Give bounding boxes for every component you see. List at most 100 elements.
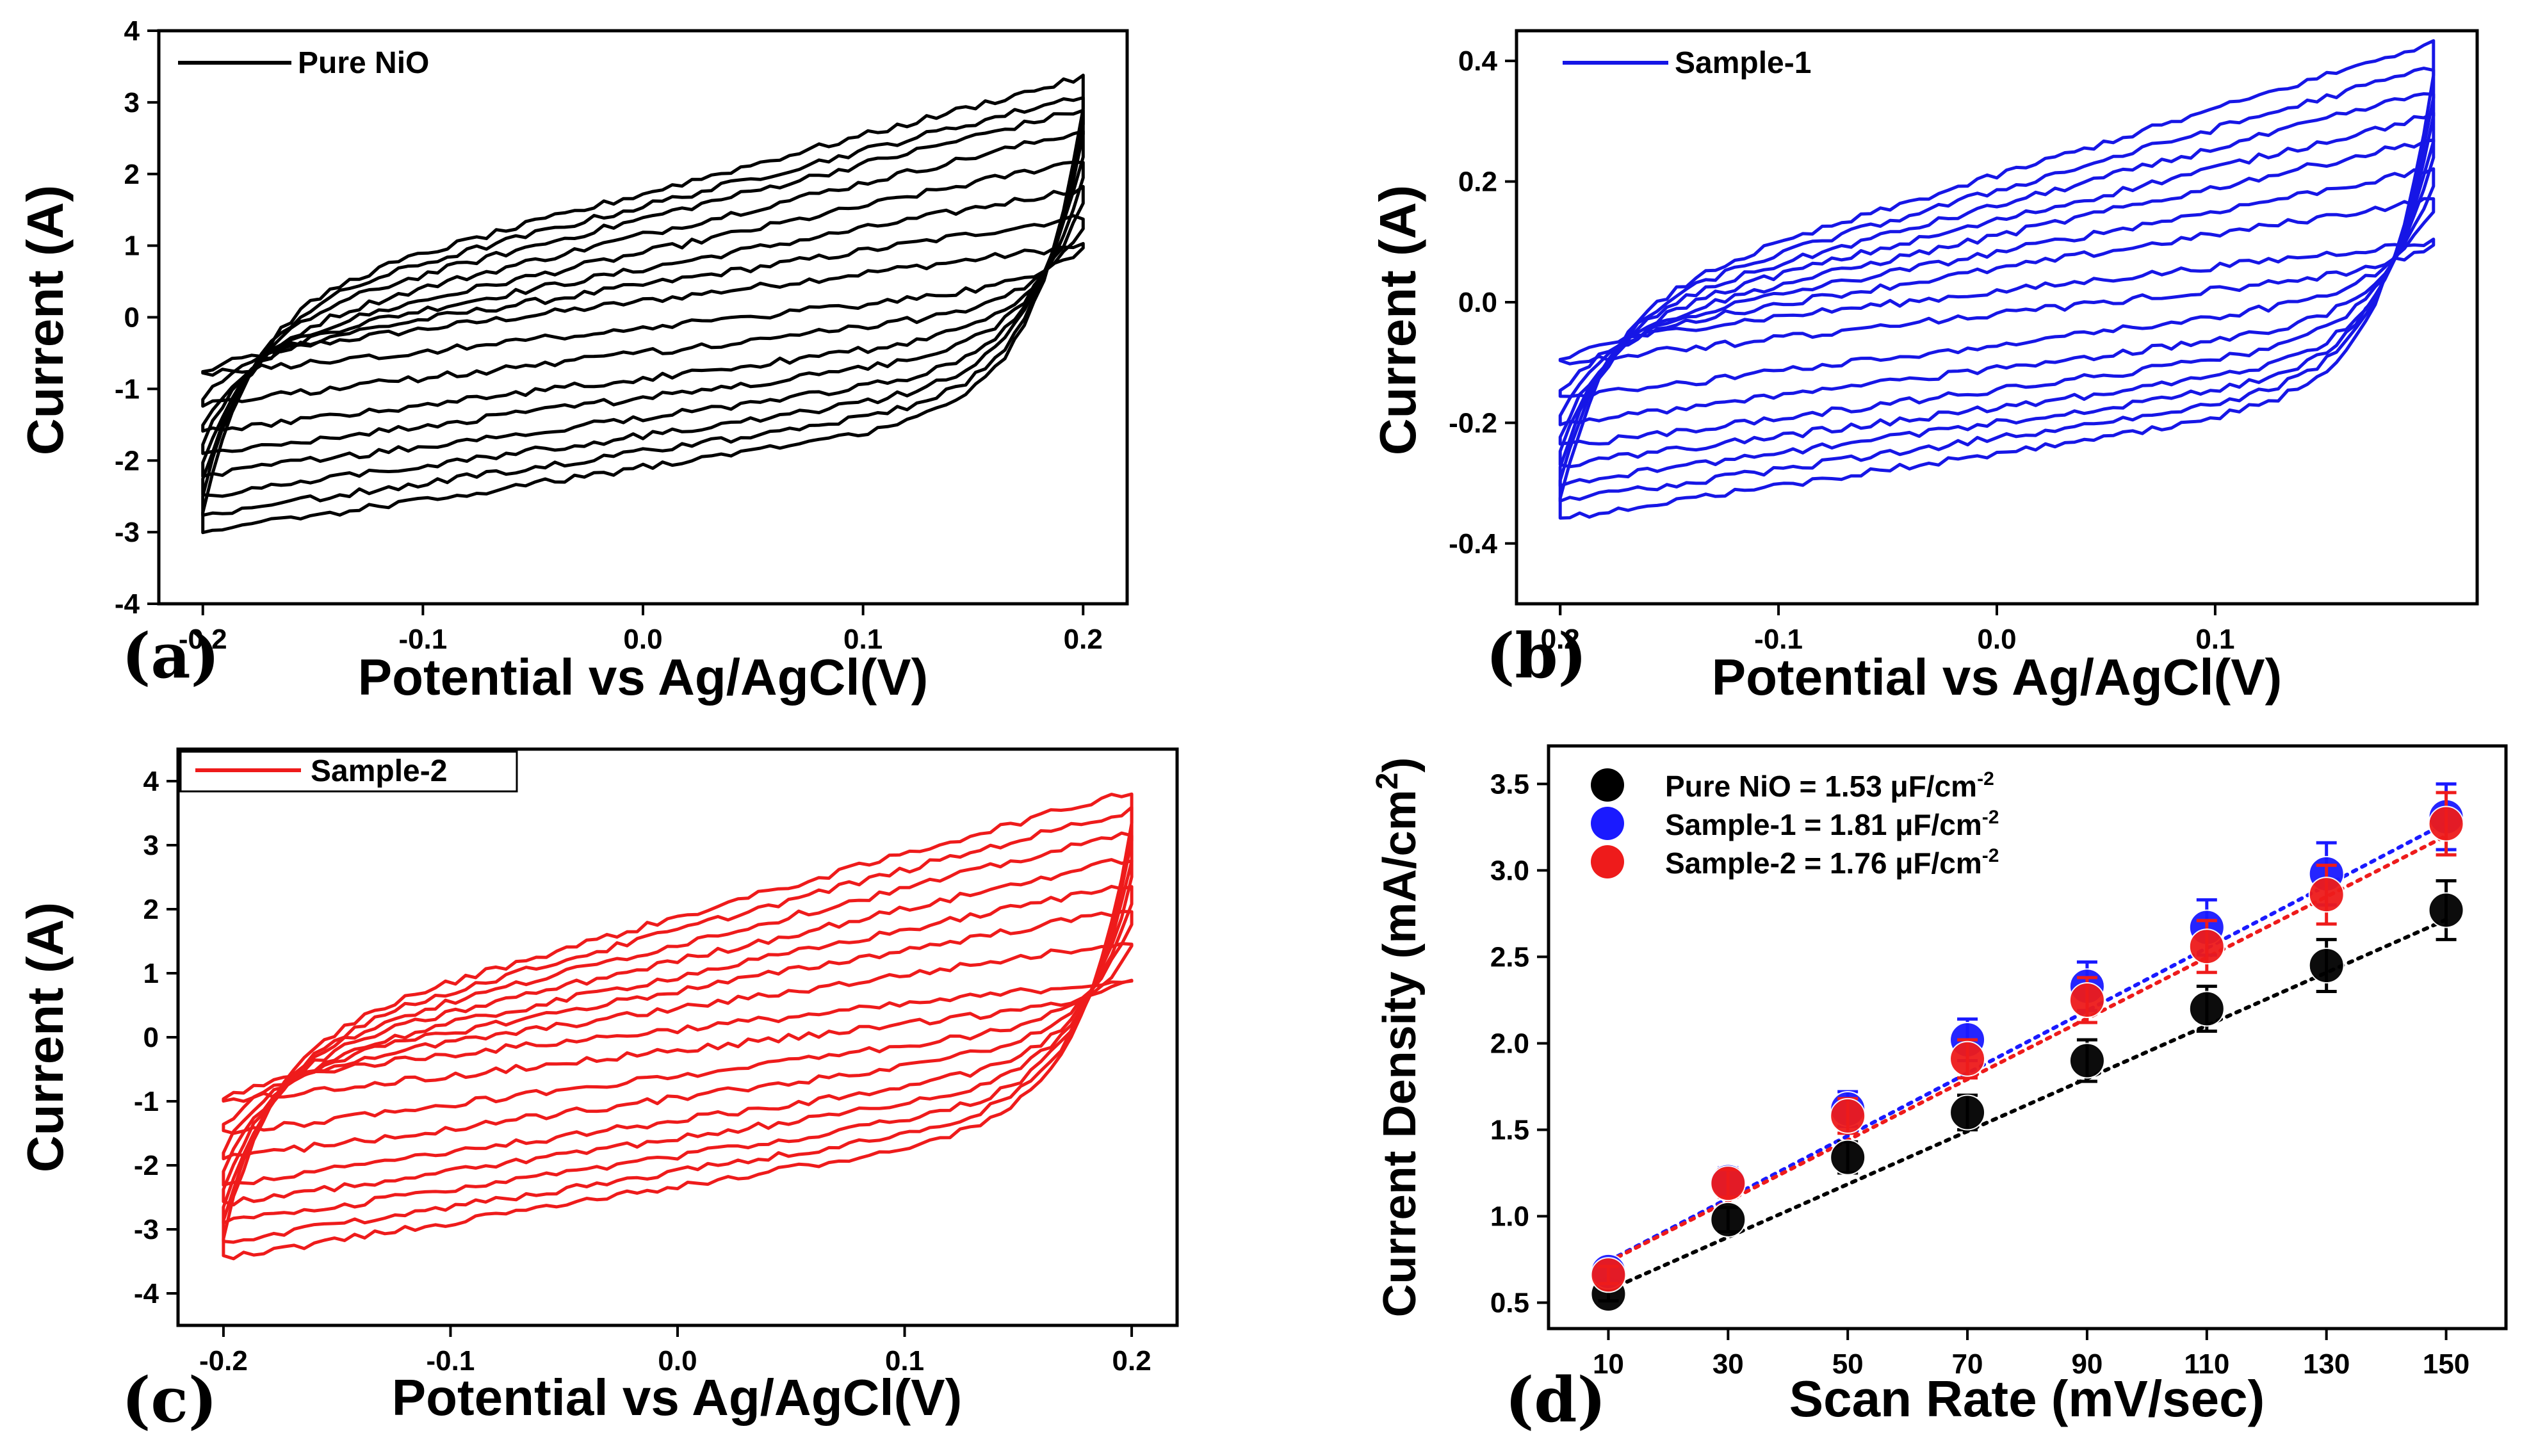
cv-loop-a-6 xyxy=(201,96,1085,517)
legend-marker-d-0 xyxy=(1591,768,1624,802)
x-tick-label-d-1: 30 xyxy=(1712,1348,1744,1380)
y-tick-label-d-1: 1.0 xyxy=(1490,1201,1529,1232)
cv-loop-c-4 xyxy=(222,858,1134,1207)
legend-text-d-1: Sample-1 = 1.81 μF/cm xyxy=(1665,808,1982,841)
y-tick-label-d-5: 3.0 xyxy=(1490,855,1529,886)
y-tick-label-b-2: 0.0 xyxy=(1458,287,1497,318)
y-tick-label-c-8: 4 xyxy=(143,766,159,797)
legend-text-d-2: Sample-2 = 1.76 μF/cm xyxy=(1665,846,1982,880)
y-tick-label-a-3: -1 xyxy=(115,373,140,405)
y-tick-label-b-4: 0.4 xyxy=(1458,45,1498,77)
x-tick-label-b-0: 0.2 xyxy=(1541,624,1580,655)
y-axis-title-d-main: Current Density (mA/cm xyxy=(1374,789,1426,1317)
y-tick-label-a-2: -2 xyxy=(115,445,140,476)
cv-loop-b-0 xyxy=(1558,238,2436,366)
point-d-0-5 xyxy=(2188,991,2225,1027)
cv-loop-a-5 xyxy=(201,108,1085,498)
cv-loop-b-3 xyxy=(1558,138,2436,446)
panel-letter-a: (a) xyxy=(122,620,220,692)
y-axis-title-b: Current (A) xyxy=(1369,185,1426,455)
legend-text-d-0: Pure NiO = 1.53 μF/cm xyxy=(1665,770,1977,803)
point-d-2-6 xyxy=(2308,877,2345,913)
legend-label-d-2: Sample-2 = 1.76 μF/cm-2 xyxy=(1665,845,1999,880)
point-d-0-7 xyxy=(2428,892,2464,928)
legend-label-a: Pure NiO xyxy=(298,46,429,80)
cv-loop-b-5 xyxy=(1558,92,2436,488)
cv-loop-a-2 xyxy=(201,184,1085,433)
legend-sup-d-0: -2 xyxy=(1977,768,1994,789)
y-tick-label-b-3: 0.2 xyxy=(1458,166,1497,198)
cv-curves-b xyxy=(1558,39,2436,520)
y-axis-title-d: Current Density (mA/cm2) xyxy=(1371,757,1426,1318)
fit-line-d-2 xyxy=(1606,834,2448,1264)
point-d-2-0 xyxy=(1590,1257,1627,1293)
y-tick-label-c-5: 1 xyxy=(143,958,159,989)
plot-frame-d xyxy=(1547,744,2508,1331)
x-axis-ticks-d: 10 30 50 70 90 110 130 150 xyxy=(1593,1329,2469,1380)
point-d-2-7 xyxy=(2428,805,2464,842)
y-tick-label-a-0: -4 xyxy=(115,588,140,620)
cv-curves-c xyxy=(222,792,1134,1261)
y-tick-label-c-1: -3 xyxy=(134,1214,159,1245)
x-tick-label-d-6: 130 xyxy=(2303,1348,2350,1380)
y-axis-ticks-c: -4 -3 -2 -1 0 1 2 3 4 xyxy=(134,766,178,1309)
y-tick-label-d-2: 1.5 xyxy=(1490,1114,1529,1145)
chart-b: 0.2 -0.1 0.0 0.1 0.2 -0.4 -0.2 0.0 0.2 0.4 Sampl… xyxy=(1369,29,2479,706)
point-d-2-1 xyxy=(1710,1165,1746,1202)
cv-curves-a xyxy=(201,74,1085,535)
y-tick-label-d-4: 2.5 xyxy=(1490,941,1529,973)
chart-c: -0.2 -0.1 0.0 0.1 0.2 -4 -3 -2 -1 0 1 2 3 4 Sample-2… xyxy=(17,747,1179,1426)
chart-d: 10 30 50 70 90 110 130 150 0.5 1.0 1.5 2.0 2.5 3.0 3.… xyxy=(1371,744,2508,1427)
cv-loop-b-6 xyxy=(1558,67,2436,503)
x-axis-title-c: Potential vs Ag/AgCl(V) xyxy=(392,1369,962,1426)
legend-label-b: Sample-1 xyxy=(1675,46,1811,80)
point-d-2-2 xyxy=(1830,1097,1866,1134)
panel-letter-d: (d) xyxy=(1505,1364,1606,1436)
point-d-0-1 xyxy=(1710,1201,1746,1238)
y-tick-label-a-4: 0 xyxy=(124,302,140,334)
point-d-2-5 xyxy=(2188,928,2225,965)
x-axis-ticks-b: 0.2 -0.1 0.0 0.10.2 xyxy=(1541,604,2234,655)
y-tick-label-a-5: 1 xyxy=(124,231,140,262)
cv-loop-c-3 xyxy=(222,884,1134,1187)
x-tick-label-a-4: 0.2 xyxy=(1064,624,1103,655)
legend-b: Sample-1 xyxy=(1563,46,1811,80)
cv-loop-b-4 xyxy=(1558,111,2436,469)
y-tick-label-c-6: 2 xyxy=(143,894,159,925)
x-tick-label-a-1: -0.1 xyxy=(398,624,447,655)
legend-d: Pure NiO = 1.53 μF/cm-2 Sample-1 = 1.81 … xyxy=(1591,768,1999,880)
x-axis-ticks-a: -0.2 -0.1 0.0 0.1 0.2 xyxy=(179,604,1103,655)
point-d-2-3 xyxy=(1949,1040,1986,1077)
x-tick-label-b-4: 0.2 xyxy=(1541,624,1580,655)
y-tick-label-b-1: -0.2 xyxy=(1449,407,1497,439)
y-axis-ticks-d: 0.5 1.0 1.5 2.0 2.5 3.0 3.5 xyxy=(1490,768,1549,1318)
x-tick-label-a-2: 0.0 xyxy=(623,624,662,655)
x-axis-title-d: Scan Rate (mV/sec) xyxy=(1789,1370,2265,1427)
y-axis-ticks-a: -4 -3 -2 -1 0 1 2 3 4 xyxy=(115,15,159,620)
y-tick-label-c-3: -1 xyxy=(134,1086,159,1117)
x-axis-title-b: Potential vs Ag/AgCl(V) xyxy=(1712,649,2282,706)
x-tick-label-d-2: 50 xyxy=(1832,1348,1864,1380)
x-tick-label-d-4: 90 xyxy=(2071,1348,2103,1380)
cv-loop-c-5 xyxy=(222,831,1134,1225)
cv-loop-b-1 xyxy=(1558,197,2436,399)
legend-label-d-0: Pure NiO = 1.53 μF/cm-2 xyxy=(1665,768,1994,803)
cv-loop-a-7 xyxy=(201,74,1085,535)
cv-loop-c-0 xyxy=(222,978,1134,1103)
x-axis-ticks-c: -0.2 -0.1 0.0 0.1 0.2 xyxy=(199,1325,1151,1377)
legend-marker-d-2 xyxy=(1591,845,1624,878)
cv-loop-c-2 xyxy=(222,910,1134,1161)
legend-sup-d-1: -2 xyxy=(1982,807,1999,828)
y-tick-label-c-7: 3 xyxy=(143,830,159,861)
x-tick-label-d-7: 150 xyxy=(2423,1348,2469,1380)
cv-loop-b-7 xyxy=(1558,39,2436,520)
x-tick-label-d-0: 10 xyxy=(1593,1348,1624,1380)
y-axis-title-c: Current (A) xyxy=(17,902,74,1172)
legend-marker-d-1 xyxy=(1591,807,1624,840)
y-tick-label-d-6: 3.5 xyxy=(1490,768,1529,800)
y-tick-label-d-0: 0.5 xyxy=(1490,1287,1529,1318)
y-axis-title-d-close: ) xyxy=(1374,757,1426,773)
chart-a: -0.2 -0.1 0.0 0.1 0.2 -4 -3 -2 -1 0 1 2 3 4 Pure NiO… xyxy=(17,15,1129,706)
y-axis-title-d-sup: 2 xyxy=(1371,773,1404,790)
